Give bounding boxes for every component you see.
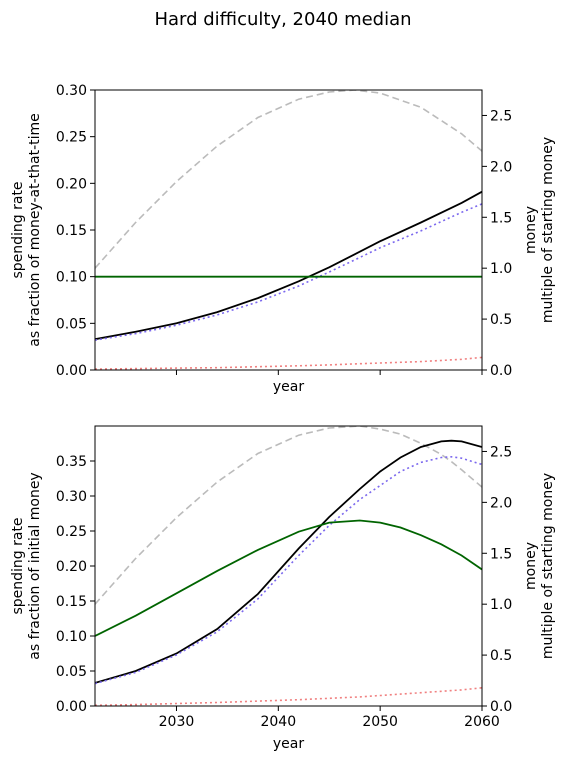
- y-tick-label: 0.15: [56, 594, 87, 610]
- series-line-red: [95, 356, 482, 370]
- y-tick-label: 0.35: [56, 454, 87, 470]
- y-axis-label: as fraction of money-at-that-time: [27, 113, 43, 347]
- series-line-red: [95, 687, 482, 706]
- y-axis-label: spending rate: [10, 181, 26, 278]
- y-tick-label: 0.05: [56, 316, 87, 332]
- y2-tick-label: 2.5: [490, 108, 512, 124]
- series-group: [95, 90, 482, 370]
- y2-tick-label: 1.5: [490, 546, 512, 562]
- x-tick-label: 2030: [159, 714, 195, 730]
- y2-axis-label: money: [523, 542, 539, 590]
- y2-axis-label: money: [523, 206, 539, 254]
- y-axis-label: as fraction of initial money: [27, 472, 43, 659]
- x-tick-label: 2060: [464, 714, 500, 730]
- series-group: [95, 426, 482, 706]
- series-line-green: [95, 519, 482, 637]
- y2-tick-label: 0.0: [490, 363, 512, 379]
- y2-tick-label: 0.5: [490, 312, 512, 328]
- series-line-grey: [95, 426, 482, 605]
- y2-tick-label: 2.0: [490, 159, 512, 175]
- y-tick-label: 0.00: [56, 699, 87, 715]
- y2-tick-label: 1.5: [490, 210, 512, 226]
- x-tick-label: 2050: [362, 714, 398, 730]
- series-line-purple: [95, 203, 482, 341]
- y2-tick-label: 0.5: [490, 648, 512, 664]
- y2-tick-label: 2.0: [490, 495, 512, 511]
- top-panel: 0.00 0.05 0.10 0.15 0.20 0.25 0.30 0.0 0.5 1.0 1.5…: [10, 83, 556, 395]
- series-line-black: [95, 190, 482, 341]
- y-tick-label: 0.20: [56, 559, 87, 575]
- y-tick-label: 0.30: [56, 489, 87, 505]
- figure-title: Hard difficulty, 2040 median: [154, 9, 411, 30]
- y-tick-label: 0.10: [56, 270, 87, 286]
- y-tick-label: 0.20: [56, 176, 87, 192]
- y-tick-label: 0.25: [56, 130, 87, 146]
- x-axis-label: year: [273, 736, 304, 752]
- y-tick-label: 0.05: [56, 664, 87, 680]
- y2-tick-label: 0.0: [490, 699, 512, 715]
- y2-axis-label: multiple of starting money: [540, 137, 556, 323]
- y2-tick-label: 2.5: [490, 444, 512, 460]
- series-line-purple: [95, 455, 482, 685]
- y-tick-label: 0.00: [56, 363, 87, 379]
- y-axis-label: spending rate: [10, 517, 26, 614]
- y-tick-label: 0.25: [56, 524, 87, 540]
- y2-tick-label: 1.0: [490, 597, 512, 613]
- bottom-panel: 0.00 0.05 0.10 0.15 0.20 0.25 0.30 0.35 0.0 0.5 1.…: [10, 425, 556, 752]
- x-tick-label: 2040: [260, 714, 296, 730]
- series-line-grey: [95, 90, 482, 269]
- x-axis-label: year: [273, 379, 304, 395]
- series-line-black: [95, 439, 482, 684]
- y-tick-label: 0.15: [56, 223, 87, 239]
- y-tick-label: 0.30: [56, 83, 87, 99]
- y-tick-label: 0.10: [56, 629, 87, 645]
- y2-axis-label: multiple of starting money: [540, 473, 556, 659]
- y2-tick-label: 1.0: [490, 261, 512, 277]
